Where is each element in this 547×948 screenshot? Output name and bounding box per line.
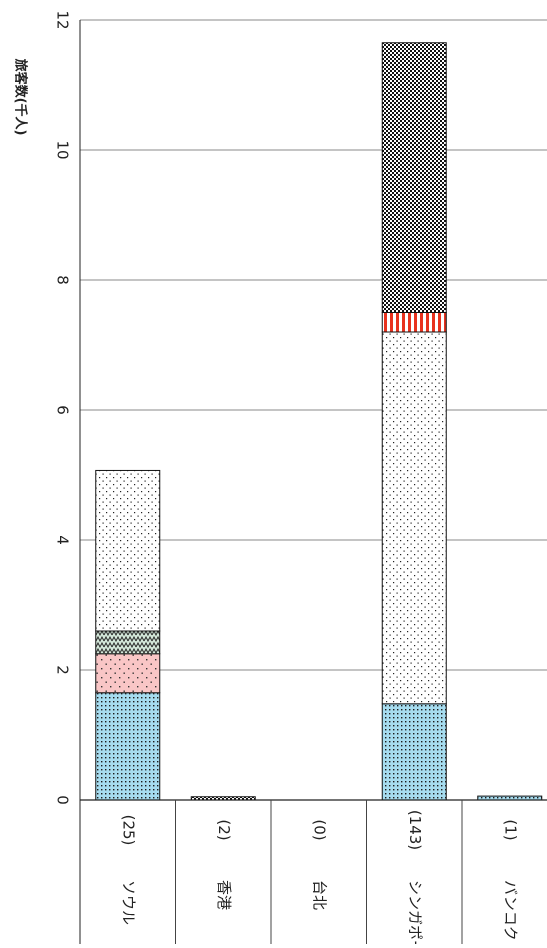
category-label: 台北 (310, 880, 328, 910)
bar-segment (95, 469, 161, 632)
y-axis-title: 旅客数(千人) (13, 59, 29, 136)
category-label: バンコク (501, 880, 519, 941)
bar-segment (381, 703, 447, 801)
y-tick-label: 4 (54, 535, 72, 545)
labels: 0 2 4 6 8 10 12 旅客数(千人) (25) ソウル (2) 香港 (0) 台北 (143) シン… (13, 10, 520, 948)
category-count-label: (0) (310, 819, 328, 840)
category-count-label: (25) (119, 815, 137, 846)
bar-segment (381, 42, 447, 313)
category-label: ソウル (119, 880, 137, 925)
category-count-label: (2) (215, 819, 233, 840)
y-tick-label: 0 (54, 795, 72, 805)
bar-segment (95, 692, 161, 801)
category-label: 香港 (215, 880, 233, 910)
category-count-label: (1) (501, 819, 519, 840)
y-tick-label: 10 (54, 140, 72, 159)
y-tick-label: 2 (54, 665, 72, 675)
category-label: シンガポール (406, 880, 424, 944)
y-tick-label: 8 (54, 275, 72, 285)
category-count-label: (143) (406, 810, 424, 850)
y-tick-label: 6 (54, 405, 72, 415)
y-tick-label: 12 (54, 10, 72, 29)
axes (79, 20, 547, 944)
bar-segment (381, 312, 447, 333)
bar-segment (95, 653, 161, 694)
bar-segment (381, 331, 447, 705)
bar-segment (95, 630, 161, 655)
bars (95, 42, 543, 801)
